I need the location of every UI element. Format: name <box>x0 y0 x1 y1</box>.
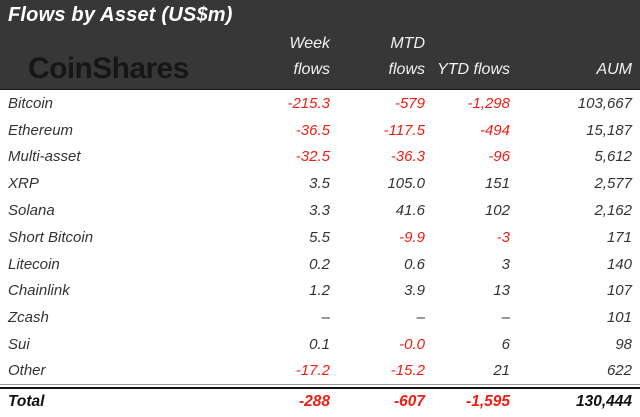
value-cell: 5.5 <box>309 228 330 246</box>
total-week-flows: -288 <box>298 392 330 410</box>
value-cell: 102 <box>484 202 510 220</box>
value-cell: 0.1 <box>309 336 330 354</box>
coinshares-logo: CoinShares <box>28 52 189 85</box>
table-header: Flows by Asset (US$m) CoinShares Week fl… <box>0 0 640 90</box>
value-cell: -117.5 <box>383 121 425 139</box>
table-row: Solana 3.3 41.6 102 2,162 <box>0 197 640 224</box>
column-header-mtd-flows: MTD flows <box>388 35 425 78</box>
value-cell: – <box>321 309 330 327</box>
value-cell: 5,612 <box>594 148 632 166</box>
asset-name: Litecoin <box>8 255 60 273</box>
total-label: Total <box>8 392 45 410</box>
table-row: Short Bitcoin 5.5 -9.9 -3 171 <box>0 224 640 251</box>
value-cell: -0.0 <box>399 336 425 354</box>
value-cell: 1.2 <box>309 282 330 300</box>
value-cell: – <box>501 309 510 327</box>
asset-name: Zcash <box>8 309 49 327</box>
column-header-ytd-flows: YTD flows <box>437 61 510 78</box>
value-cell: -36.5 <box>295 121 330 139</box>
value-cell: 3.9 <box>404 282 425 300</box>
value-cell: -579 <box>394 94 425 112</box>
value-cell: -36.3 <box>390 148 425 166</box>
value-cell: 3.3 <box>309 202 330 220</box>
table-row: Chainlink 1.2 3.9 13 107 <box>0 278 640 305</box>
value-cell: – <box>416 309 425 327</box>
value-cell: 0.2 <box>309 255 330 273</box>
value-cell: 6 <box>501 336 510 354</box>
table-row: Multi-asset -32.5 -36.3 -96 5,612 <box>0 144 640 171</box>
asset-name: Solana <box>8 202 55 220</box>
value-cell: 101 <box>606 309 632 327</box>
column-header-aum: AUM <box>596 61 632 78</box>
table-body: Bitcoin -215.3 -579 -1,298 103,667 Ethereum -3… <box>0 90 640 385</box>
asset-name: Multi-asset <box>8 148 81 166</box>
asset-name: XRP <box>8 175 39 193</box>
asset-name: Sui <box>8 336 30 354</box>
value-cell: 3 <box>501 255 510 273</box>
value-cell: -9.9 <box>399 228 425 246</box>
value-cell: 151 <box>484 175 510 193</box>
asset-name: Other <box>8 362 46 380</box>
value-cell: 15,187 <box>586 121 632 139</box>
total-row: Total -288 -607 -1,595 130,444 <box>0 386 640 415</box>
table-row: Other -17.2 -15.2 21 622 <box>0 358 640 385</box>
value-cell: -215.3 <box>287 94 330 112</box>
asset-name: Ethereum <box>8 121 74 139</box>
value-cell: 171 <box>606 228 632 246</box>
value-cell: -32.5 <box>295 148 330 166</box>
table-row: Sui 0.1 -0.0 6 98 <box>0 331 640 358</box>
value-cell: -1,298 <box>467 94 510 112</box>
value-cell: -15.2 <box>390 362 425 380</box>
value-cell: 21 <box>493 362 510 380</box>
total-aum: 130,444 <box>575 392 632 410</box>
value-cell: 2,577 <box>594 175 632 193</box>
value-cell: 2,162 <box>594 202 632 220</box>
column-header-row: CoinShares Week flows MTD flows YTD flow… <box>0 27 640 89</box>
table-row: Bitcoin -215.3 -579 -1,298 103,667 <box>0 90 640 117</box>
value-cell: 98 <box>615 336 632 354</box>
table-row: XRP 3.5 105.0 151 2,577 <box>0 170 640 197</box>
total-ytd-flows: -1,595 <box>466 392 510 410</box>
value-cell: 622 <box>606 362 632 380</box>
table-row: Ethereum -36.5 -117.5 -494 15,187 <box>0 117 640 144</box>
value-cell: 13 <box>493 282 510 300</box>
value-cell: 0.6 <box>404 255 425 273</box>
total-mtd-flows: -607 <box>393 392 425 410</box>
value-cell: 3.5 <box>309 175 330 193</box>
logo-cell: CoinShares <box>0 52 272 85</box>
asset-name: Short Bitcoin <box>8 228 94 246</box>
value-cell: 41.6 <box>395 202 425 220</box>
value-cell: -3 <box>496 228 510 246</box>
table-row: Litecoin 0.2 0.6 3 140 <box>0 251 640 278</box>
value-cell: 107 <box>606 282 632 300</box>
value-cell: 103,667 <box>577 94 632 112</box>
page-title: Flows by Asset (US$m) <box>8 4 233 26</box>
value-cell: 140 <box>606 255 632 273</box>
value-cell: -96 <box>488 148 510 166</box>
asset-name: Chainlink <box>8 282 70 300</box>
value-cell: -17.2 <box>295 362 330 380</box>
table-row: Zcash – – – 101 <box>0 304 640 331</box>
asset-name: Bitcoin <box>8 94 54 112</box>
column-header-week-flows: Week flows <box>289 35 330 78</box>
value-cell: -494 <box>479 121 510 139</box>
value-cell: 105.0 <box>387 175 425 193</box>
